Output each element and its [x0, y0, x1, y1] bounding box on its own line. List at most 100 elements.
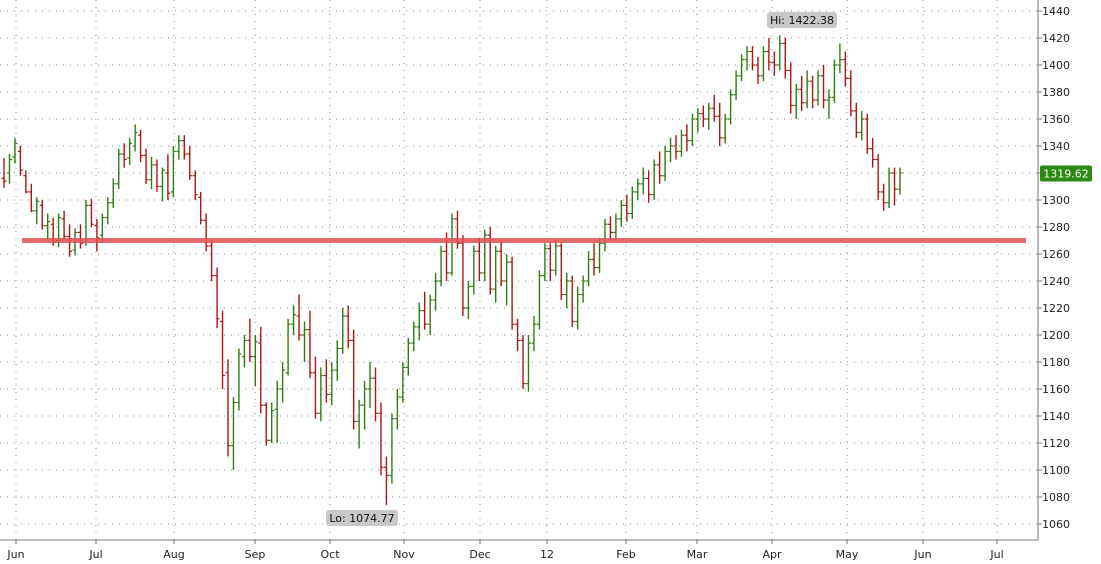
- ohlc-bar: [504, 254, 510, 306]
- ohlc-bar: [105, 197, 111, 225]
- ohlc-bar: [170, 146, 176, 198]
- ohlc-bar: [804, 70, 810, 109]
- ohlc-bar: [651, 159, 657, 200]
- ohlc-bar: [613, 213, 619, 241]
- ohlc-bar: [864, 113, 870, 155]
- x-tick-label: Jul: [88, 548, 102, 561]
- ohlc-bar: [23, 170, 29, 194]
- ohlc-bar: [296, 294, 302, 341]
- ohlc-bar: [116, 148, 122, 190]
- ohlc-bar: [241, 335, 247, 368]
- ohlc-bar: [689, 113, 695, 146]
- x-tick-label: Dec: [469, 548, 490, 561]
- ohlc-bar: [263, 402, 269, 446]
- ohlc-bar: [826, 89, 832, 119]
- ohlc-bar: [695, 108, 701, 133]
- ohlc-bar: [176, 135, 182, 160]
- ohlc-bar: [870, 137, 876, 168]
- ohlc-bar: [143, 148, 149, 184]
- ohlc-bar: [181, 135, 187, 160]
- ohlc-bar: [127, 137, 133, 165]
- ohlc-bar: [744, 46, 750, 71]
- ohlc-bar: [433, 272, 439, 311]
- ohlc-bar: [187, 146, 193, 180]
- y-tick-label: 1060: [1042, 518, 1070, 531]
- ohlc-bar: [684, 124, 690, 152]
- ohlc-bar: [394, 389, 400, 430]
- ohlc-bar: [247, 318, 253, 362]
- ohlc-bar: [356, 399, 362, 449]
- ohlc-bar: [525, 335, 531, 392]
- x-tick-label: Apr: [762, 548, 782, 561]
- x-tick-label: Feb: [616, 548, 635, 561]
- ohlc-bar: [564, 272, 570, 308]
- ohlc-bar: [61, 210, 67, 240]
- ohlc-bar: [635, 178, 641, 200]
- ohlc-bar: [755, 56, 761, 84]
- ohlc-bar: [378, 402, 384, 476]
- ohlc-bar: [733, 70, 739, 101]
- plot-background: [0, 0, 1038, 540]
- ohlc-bar: [782, 38, 788, 79]
- ohlc-bar: [831, 59, 837, 103]
- ohlc-bar: [788, 62, 794, 114]
- ohlc-bar: [597, 237, 603, 273]
- ohlc-bar: [34, 197, 40, 225]
- ohlc-bar: [225, 359, 231, 457]
- ohlc-bar: [717, 102, 723, 146]
- ohlc-bar: [547, 243, 553, 281]
- y-tick-label: 1280: [1042, 221, 1070, 234]
- ohlc-bar: [553, 240, 559, 276]
- ohlc-bar: [154, 159, 160, 192]
- ohlc-bar: [340, 308, 346, 354]
- ohlc-bar: [629, 186, 635, 219]
- ohlc-bar: [749, 46, 755, 71]
- ohlc-bar: [367, 362, 373, 408]
- ohlc-bar: [848, 70, 854, 117]
- ohlc-bar: [536, 270, 542, 330]
- ohlc-bar: [646, 170, 652, 203]
- high-annotation: Hi: 1422.38: [767, 12, 837, 28]
- ohlc-bar: [449, 213, 455, 276]
- ohlc-bar: [821, 65, 827, 109]
- ohlc-bar: [12, 137, 18, 164]
- ohlc-bar: [673, 135, 679, 160]
- ohlc-bar: [110, 178, 116, 209]
- ohlc-bar: [837, 43, 843, 74]
- ohlc-bar: [760, 46, 766, 82]
- ohlc-bar: [815, 70, 821, 106]
- x-tick-label: Nov: [393, 548, 415, 561]
- y-tick-label: 1140: [1042, 410, 1070, 423]
- x-tick-label: Oct: [320, 548, 340, 561]
- y-tick-label: 1260: [1042, 248, 1070, 261]
- ohlc-bar: [138, 129, 144, 163]
- ohlc-bar: [509, 256, 515, 330]
- ohlc-bar: [886, 167, 892, 209]
- ohlc-bar: [668, 137, 674, 163]
- ohlc-bar: [678, 129, 684, 157]
- ohlc-bar: [766, 38, 772, 71]
- ohlc-bar: [301, 321, 307, 362]
- ohlc-bar: [258, 326, 264, 414]
- last-price-box: [1040, 165, 1092, 182]
- x-tick-label: Jul: [989, 548, 1003, 561]
- ohlc-bar: [411, 321, 417, 352]
- ohlc-bar: [777, 35, 783, 71]
- ohlc-bar: [236, 348, 242, 411]
- ohlc-bar: [892, 167, 898, 206]
- ohlc-bar: [558, 243, 564, 300]
- y-tick-label: 1400: [1042, 59, 1070, 72]
- low-annotation: Lo: 1074.77: [326, 510, 398, 526]
- ohlc-bar: [793, 83, 799, 119]
- ohlc-bar: [192, 170, 198, 200]
- y-tick-label: 1180: [1042, 356, 1070, 369]
- ohlc-bar: [77, 224, 83, 249]
- ohlc-bar: [252, 335, 258, 387]
- ohlc-bar: [88, 198, 94, 227]
- ohlc-bar: [307, 310, 313, 379]
- ohlc-bar: [323, 359, 329, 403]
- ohlc-bar: [422, 291, 428, 330]
- y-tick-label: 1200: [1042, 329, 1070, 342]
- ohlc-bar: [312, 356, 318, 419]
